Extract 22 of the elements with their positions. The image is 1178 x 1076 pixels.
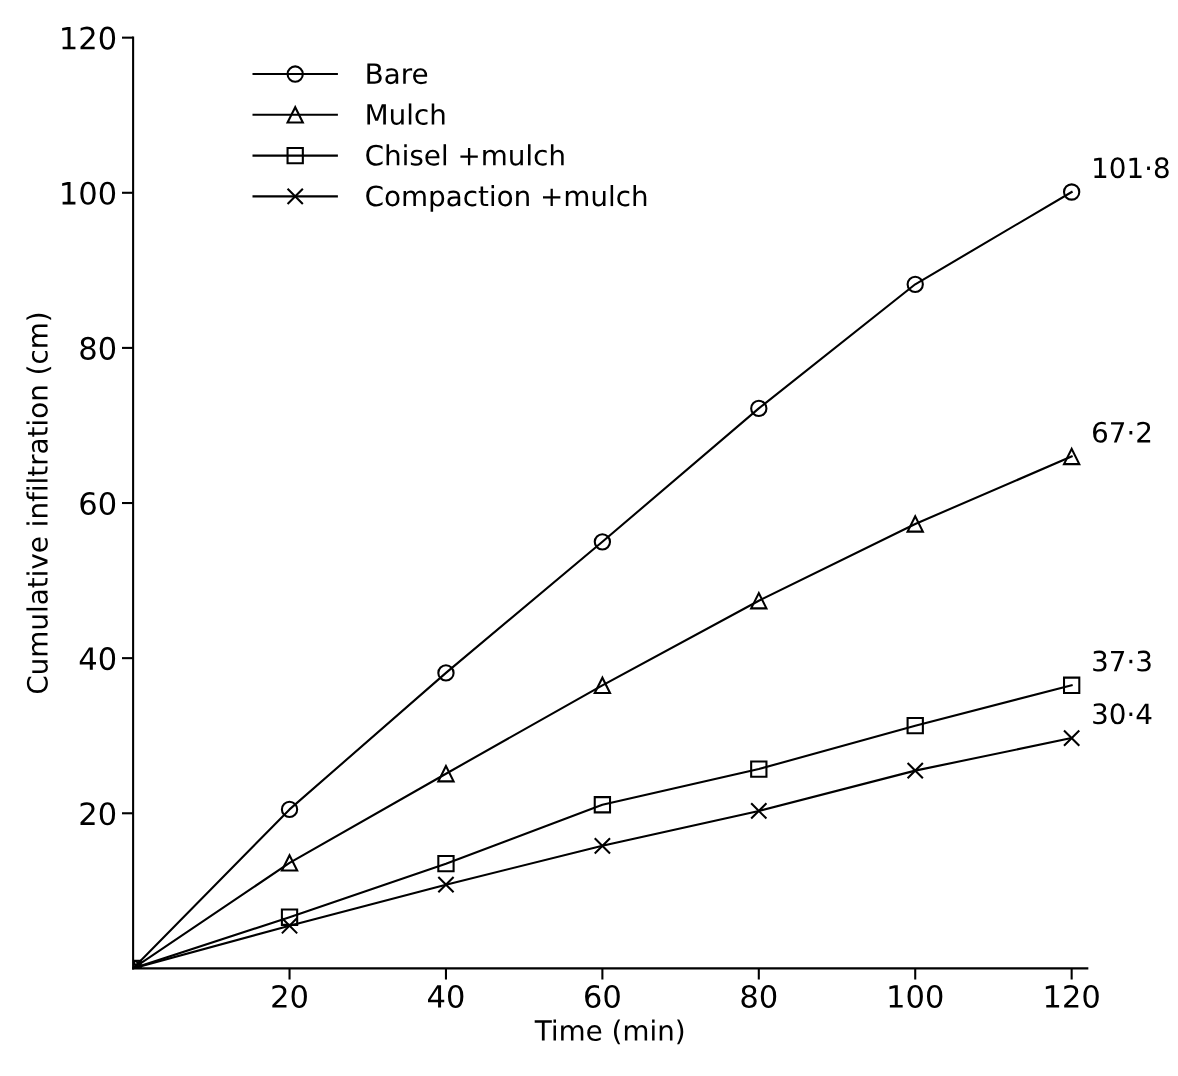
x-tick-label: 120 [1045, 984, 1099, 1009]
x-tick-label: 80 [741, 984, 777, 1009]
text: 101·8 [1094, 157, 1169, 179]
legend-label: Compaction +mulch [366, 184, 647, 212]
y-tick-label: 20 [80, 802, 116, 826]
y-tick-label: 120 [62, 26, 116, 50]
y-tick-label: 80 [80, 336, 116, 360]
text: 67·2 [1093, 421, 1151, 443]
legend-label: Chisel +mulch [366, 144, 564, 166]
y-tick-label: 40 [79, 647, 116, 671]
x-tick-label: 60 [585, 984, 620, 1009]
x-axis-title: Time (min) [534, 1019, 684, 1045]
y-tick-label: 100 [62, 181, 116, 205]
legend-label: Bare [367, 63, 428, 85]
text: 30·4 [1093, 703, 1152, 725]
text: 37·3 [1093, 650, 1151, 672]
x-tick-label: 100 [889, 984, 943, 1009]
x-tick-label: 20 [272, 984, 307, 1009]
legend-label: Mulch [367, 103, 445, 125]
y-axis-title: Cumulative infiltration (cm) [26, 313, 52, 694]
x-tick-label: 40 [428, 984, 464, 1009]
y-tick-label: 60 [80, 491, 116, 516]
